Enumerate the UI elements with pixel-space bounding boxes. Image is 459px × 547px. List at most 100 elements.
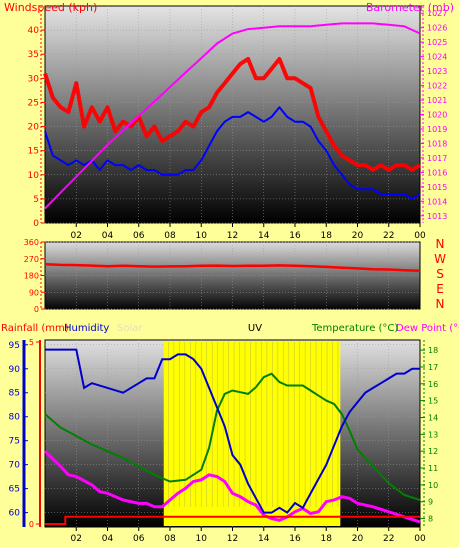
windspeed-axis-label: Windspeed (kph) xyxy=(4,1,97,14)
windspeed-tick-label: 30 xyxy=(28,74,40,84)
climate-legend: Rainfall (mm)Humidity Solar UV Temperature … xyxy=(1,323,459,334)
barometer-tick-label: 1016 xyxy=(427,168,447,177)
barometer-series-line xyxy=(44,22,421,210)
humidity-tick-label: 65 xyxy=(9,485,20,495)
x-tick-label: 12 xyxy=(227,534,238,543)
x-tick-label: 10 xyxy=(196,231,208,241)
temperature-tick-label: 8 xyxy=(428,515,433,524)
temperature-tick-label: 15 xyxy=(428,397,438,406)
direction-tick-label: 270 xyxy=(24,255,39,264)
x-tick-label: 00 xyxy=(414,231,426,241)
barometer-tick-label: 1027 xyxy=(427,9,447,18)
x-tick-label: 00 xyxy=(414,534,426,543)
barometer-tick-label: 1024 xyxy=(427,53,447,62)
gust-series-line xyxy=(43,57,422,172)
x-tick-label: 22 xyxy=(383,231,394,241)
legend-entry: Solar xyxy=(117,323,143,334)
x-tick-label: 12 xyxy=(227,231,238,241)
x-tick-label: 06 xyxy=(133,231,145,241)
x-tick-label: 16 xyxy=(289,534,301,543)
barometer-tick-label: 1022 xyxy=(427,82,447,91)
x-tick-label: 10 xyxy=(196,534,208,543)
direction-tick-label: 0 xyxy=(34,305,39,314)
direction-tick-label: 360 xyxy=(24,238,39,247)
temperature-tick-label: 10 xyxy=(428,481,438,490)
temperature-tick-label: 12 xyxy=(428,447,438,456)
temperature-tick-label: 16 xyxy=(428,380,438,389)
wind-gridlines xyxy=(45,6,420,224)
legend-entry: Rainfall (mm) xyxy=(1,323,69,334)
direction-series-line xyxy=(44,263,421,273)
barometer-tick-label: 1019 xyxy=(427,125,447,134)
legend-entry: Dew Point (°C) xyxy=(396,323,459,334)
humidity-series-line xyxy=(45,348,420,514)
average-wind-series-line xyxy=(44,106,421,200)
wind-time-axis: 02 04 06 08 10 12 14 16 18 20 22 00 xyxy=(71,223,426,241)
compass-label: E xyxy=(436,282,444,296)
direction-series-layer xyxy=(44,263,421,273)
windspeed-tick-label: 25 xyxy=(28,98,39,108)
barometer-axis: 1013 1014 1015 1016 1017 1018 1019 1020 1021 1022… xyxy=(420,6,447,223)
temperature-axis: 8 9 10 11 12 13 14 15 16 17 18 xyxy=(420,340,438,527)
temperature-tick-label: 14 xyxy=(428,413,438,422)
rainfall-tick-label: 5 xyxy=(29,338,34,347)
legend-entry: Temperature (°C) xyxy=(311,323,398,334)
barometer-tick-label: 1023 xyxy=(427,67,447,76)
x-tick-label: 18 xyxy=(321,534,333,543)
direction-axis: 0 90 180 270 360 xyxy=(24,238,45,314)
humidity-tick-label: 85 xyxy=(9,389,20,399)
humidity-tick-label: 75 xyxy=(9,437,20,447)
x-tick-label: 02 xyxy=(71,231,82,241)
barometer-tick-label: 1026 xyxy=(427,24,447,33)
barometer-tick-label: 1013 xyxy=(427,212,447,221)
x-tick-label: 04 xyxy=(102,534,114,543)
windspeed-tick-label: 20 xyxy=(28,123,40,133)
x-tick-label: 02 xyxy=(71,534,82,543)
windspeed-tick-label: 35 xyxy=(28,50,39,60)
humidity-tick-label: 80 xyxy=(9,413,21,423)
compass-label: N xyxy=(436,237,445,251)
direction-tick-label: 90 xyxy=(29,288,39,297)
temperature-tick-label: 13 xyxy=(428,430,438,439)
windspeed-tick-label: 40 xyxy=(28,26,40,36)
temperature-tick-label: 18 xyxy=(428,346,438,355)
barometer-tick-label: 1020 xyxy=(427,111,447,120)
humidity-axis: 60 65 70 75 80 85 90 95 xyxy=(9,340,28,527)
windspeed-tick-label: 5 xyxy=(33,195,39,205)
direction-gridlines xyxy=(45,241,420,310)
climate-time-axis: 02 04 06 08 10 12 14 16 18 20 22 00 xyxy=(71,527,426,544)
temperature-tick-label: 17 xyxy=(428,363,438,372)
x-tick-label: 04 xyxy=(102,231,114,241)
windspeed-axis: 0 5 10 15 20 25 30 35 40 xyxy=(28,6,45,229)
barometer-tick-label: 1017 xyxy=(427,154,447,163)
temperature-tick-label: 11 xyxy=(428,464,438,473)
humidity-tick-label: 95 xyxy=(9,341,20,351)
wind-series-layer xyxy=(43,22,422,210)
temperature-tick-label: 9 xyxy=(428,498,433,507)
compass-label: S xyxy=(436,267,444,281)
barometer-axis-label: Barometer (mb) xyxy=(366,1,454,14)
legend-entry: Humidity xyxy=(64,323,109,334)
x-tick-label: 16 xyxy=(289,231,301,241)
barometer-tick-label: 1015 xyxy=(427,183,447,192)
humidity-tick-label: 90 xyxy=(9,365,21,375)
rainfall-tick-label: 0 xyxy=(29,520,34,529)
x-tick-label: 08 xyxy=(164,534,176,543)
windspeed-tick-label: 10 xyxy=(28,171,40,181)
windspeed-tick-label: 0 xyxy=(33,219,39,229)
humidity-tick-label: 60 xyxy=(9,509,21,519)
compass-label: W xyxy=(434,252,446,266)
rainfall-series-line xyxy=(45,515,420,525)
barometer-tick-label: 1018 xyxy=(427,139,447,148)
barometer-tick-label: 1025 xyxy=(427,38,447,47)
x-tick-label: 14 xyxy=(258,534,270,543)
compass-label: N xyxy=(436,297,445,311)
legend-entry: UV xyxy=(248,323,262,334)
rainfall-axis: 05 xyxy=(29,338,41,529)
x-tick-label: 08 xyxy=(164,231,176,241)
